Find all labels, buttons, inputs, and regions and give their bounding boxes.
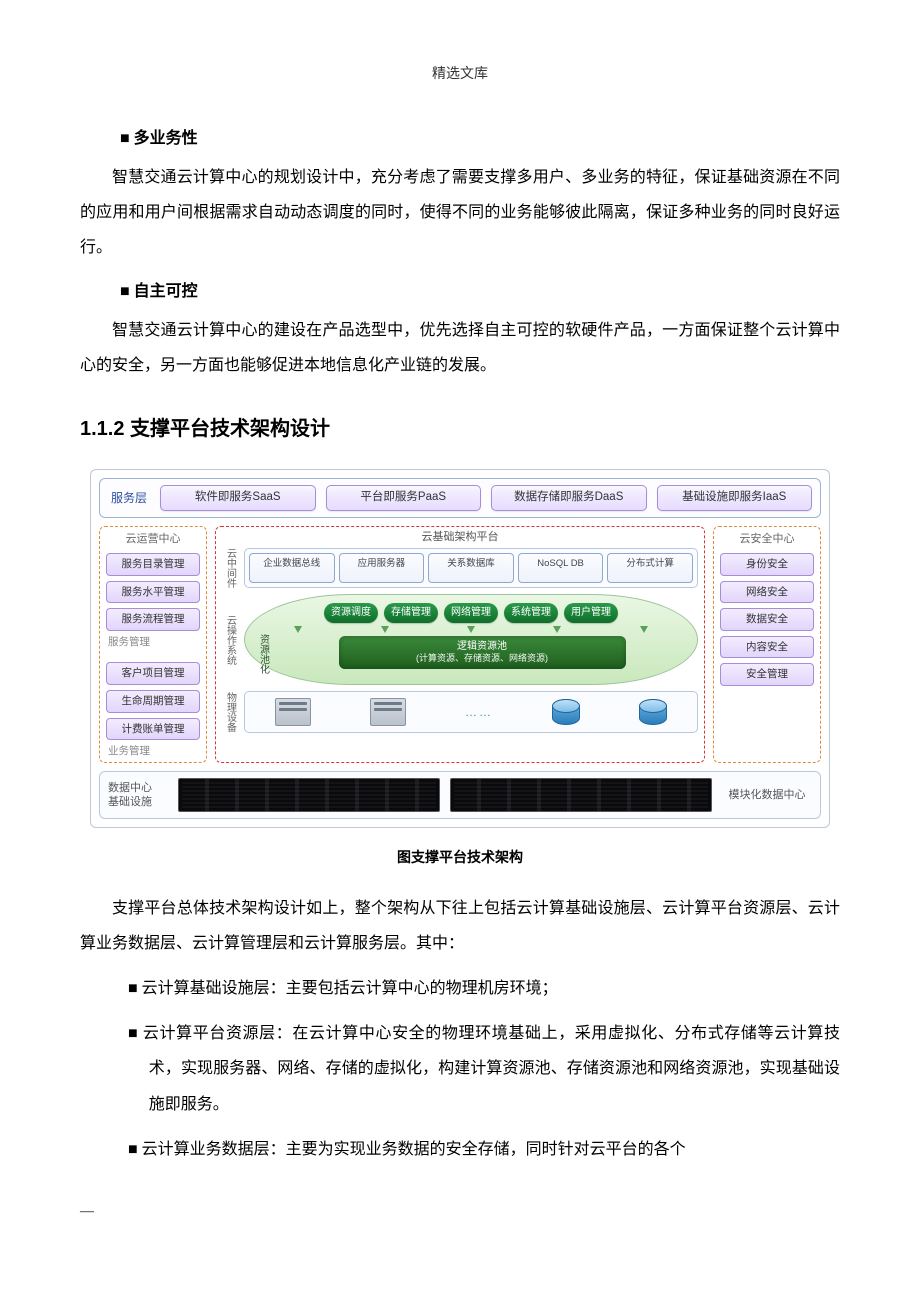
os-storage-mgmt: 存储管理 (384, 603, 438, 623)
service-mgmt-label: 服务管理 (106, 636, 200, 649)
middleware-row: 云中间件 企业数据总线 应用服务器 关系数据库 NoSQL DB 分布式计算 (222, 548, 698, 588)
svc-catalog-mgmt: 服务目录管理 (106, 553, 200, 576)
business-mgmt-label: 业务管理 (106, 745, 200, 758)
security-center-title: 云安全中心 (720, 533, 814, 546)
resource-pool: 逻辑资源池 (计算资源、存储资源、网络资源) (339, 636, 626, 669)
mw-appserver: 应用服务器 (339, 553, 425, 583)
arrow-icon (553, 626, 561, 633)
lifecycle-mgmt: 生命周期管理 (106, 690, 200, 713)
svc-saas: 软件即服务SaaS (160, 485, 316, 511)
cloud-infra-platform: 云基础架构平台 云中间件 企业数据总线 应用服务器 关系数据库 NoSQL DB… (215, 526, 705, 763)
svc-daas: 数据存储即服务DaaS (491, 485, 647, 511)
billing-mgmt: 计费账单管理 (106, 718, 200, 741)
ops-center-panel: 云运营中心 服务目录管理 服务水平管理 服务流程管理 服务管理 客户项目管理 生… (99, 526, 207, 763)
svc-paas: 平台即服务PaaS (326, 485, 482, 511)
arrow-row (255, 626, 687, 633)
arrow-icon (467, 626, 475, 633)
svc-level-mgmt: 服务水平管理 (106, 581, 200, 604)
arrow-icon (294, 626, 302, 633)
mw-nosql: NoSQL DB (518, 553, 604, 583)
rack-icon (450, 778, 712, 812)
server-icon (275, 698, 311, 726)
para-autonomous: 智慧交通云计算中心的建设在产品选型中，优先选择自主可控的软硬件产品，一方面保证整… (80, 313, 840, 383)
network-security: 网络安全 (720, 581, 814, 604)
cloud-os-row: 云操作系统 资源调度 存储管理 网络管理 系统管理 用户管理 (222, 594, 698, 685)
mw-esb: 企业数据总线 (249, 553, 335, 583)
para-arch-overview: 支撑平台总体技术架构设计如上，整个架构从下往上包括云计算基础设施层、云计算平台资… (80, 891, 840, 961)
storage-icon (639, 699, 667, 725)
figure-caption: 图支撑平台技术架构 (80, 842, 840, 873)
data-security: 数据安全 (720, 608, 814, 631)
os-network-mgmt: 网络管理 (444, 603, 498, 623)
svc-process-mgmt: 服务流程管理 (106, 608, 200, 631)
modular-dc-label: 模块化数据中心 (722, 788, 812, 802)
mw-rdbms: 关系数据库 (428, 553, 514, 583)
cloud-os-ellipse: 资源调度 存储管理 网络管理 系统管理 用户管理 (244, 594, 698, 685)
pool-title: 逻辑资源池 (343, 641, 622, 653)
security-mgmt: 安全管理 (720, 663, 814, 686)
os-system-mgmt: 系统管理 (504, 603, 558, 623)
storage-icon (552, 699, 580, 725)
arrow-icon (640, 626, 648, 633)
ellipsis-icon: …… (465, 705, 493, 719)
vlabel-cloudos: 云操作系统 (222, 594, 238, 685)
identity-security: 身份安全 (720, 553, 814, 576)
physical-row: 物理设备 …… (222, 691, 698, 733)
server-icon (370, 698, 406, 726)
svc-iaas: 基础设施即服务IaaS (657, 485, 813, 511)
datacenter-row: 数据中心 基础设施 模块化数据中心 (99, 771, 821, 819)
os-resource-sched: 资源调度 (324, 603, 378, 623)
vlabel-middleware: 云中间件 (222, 548, 238, 588)
customer-proj-mgmt: 客户项目管理 (106, 662, 200, 685)
page-header: 精选文库 (80, 60, 840, 91)
list-item-data-layer: 云计算业务数据层：主要为实现业务数据的安全存储，同时针对云平台的各个 (128, 1132, 840, 1167)
para-multibiz: 智慧交通云计算中心的规划设计中，充分考虑了需要支撑多用户、多业务的特征，保证基础… (80, 160, 840, 266)
dc-infra-label: 数据中心 基础设施 (108, 781, 168, 810)
ops-center-title: 云运营中心 (106, 533, 200, 546)
mw-distcomp: 分布式计算 (607, 553, 693, 583)
vlabel-pool: 资源池化 (255, 634, 271, 674)
list-item-resource-layer: 云计算平台资源层：在云计算中心安全的物理环境基础上，采用虚拟化、分布式存储等云计… (128, 1016, 840, 1122)
page-footer-dash: — (80, 1197, 840, 1228)
list-item-infra-layer: 云计算基础设施层：主要包括云计算中心的物理机房环境； (128, 971, 840, 1006)
arrow-icon (381, 626, 389, 633)
vlabel-physical: 物理设备 (222, 691, 238, 733)
section-heading-112: 1.1.2 支撑平台技术架构设计 (80, 407, 840, 451)
cloud-infra-title: 云基础架构平台 (222, 531, 698, 544)
middle-row: 云运营中心 服务目录管理 服务水平管理 服务流程管理 服务管理 客户项目管理 生… (99, 526, 821, 763)
service-layer-label: 服务层 (108, 491, 150, 505)
content-security: 内容安全 (720, 636, 814, 659)
architecture-diagram: 服务层 软件即服务SaaS 平台即服务PaaS 数据存储即服务DaaS 基础设施… (90, 469, 830, 828)
os-user-mgmt: 用户管理 (564, 603, 618, 623)
service-layer-row: 服务层 软件即服务SaaS 平台即服务PaaS 数据存储即服务DaaS 基础设施… (99, 478, 821, 518)
bullet-heading-autonomous: 自主可控 (120, 274, 840, 309)
bullet-heading-multibiz: 多业务性 (120, 121, 840, 156)
security-center-panel: 云安全中心 身份安全 网络安全 数据安全 内容安全 安全管理 (713, 526, 821, 763)
pool-sub: (计算资源、存储资源、网络资源) (343, 653, 622, 664)
rack-icon (178, 778, 440, 812)
